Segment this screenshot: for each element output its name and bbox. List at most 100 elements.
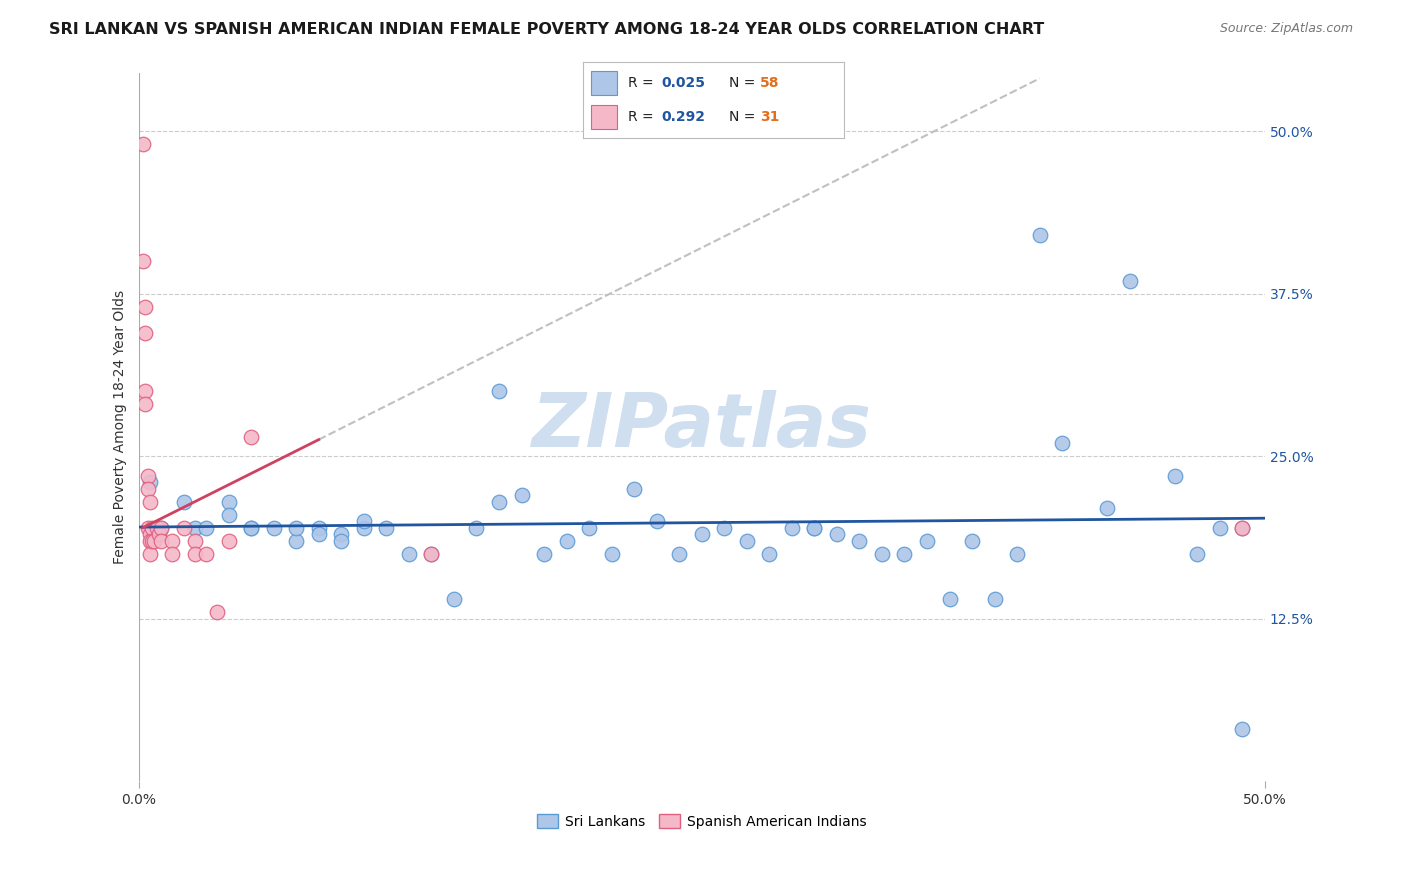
Point <box>488 494 510 508</box>
Text: N =: N = <box>730 110 759 124</box>
Point <box>218 494 240 508</box>
Text: 58: 58 <box>761 76 780 90</box>
Legend: Sri Lankans, Spanish American Indians: Sri Lankans, Spanish American Indians <box>531 808 872 834</box>
Text: R =: R = <box>627 76 658 90</box>
Point <box>308 521 330 535</box>
Point <box>195 547 218 561</box>
Point <box>420 547 443 561</box>
Point <box>735 533 758 548</box>
Point <box>195 521 218 535</box>
Point <box>330 527 353 541</box>
Point <box>510 488 533 502</box>
Point <box>139 533 162 548</box>
Point <box>600 547 623 561</box>
Point <box>148 527 170 541</box>
Point <box>330 533 353 548</box>
Point <box>141 521 163 535</box>
Point <box>983 592 1005 607</box>
Point <box>162 533 184 548</box>
Point <box>555 533 578 548</box>
Point <box>870 547 893 561</box>
Text: 0.025: 0.025 <box>662 76 706 90</box>
Text: R =: R = <box>627 110 658 124</box>
Point <box>139 475 162 490</box>
Point <box>240 521 263 535</box>
Point <box>1050 436 1073 450</box>
Text: N =: N = <box>730 76 759 90</box>
Point <box>218 533 240 548</box>
Point <box>136 521 159 535</box>
Point <box>825 527 848 541</box>
Point <box>285 521 308 535</box>
Point <box>134 326 156 340</box>
Point <box>353 514 375 528</box>
Bar <box>592 70 617 95</box>
Point <box>184 533 207 548</box>
Point <box>308 527 330 541</box>
Point <box>285 533 308 548</box>
Point <box>1097 501 1119 516</box>
Point <box>938 592 960 607</box>
Point <box>578 521 600 535</box>
Point <box>1232 722 1254 736</box>
Point <box>134 384 156 399</box>
Point <box>207 605 229 619</box>
Point <box>139 527 162 541</box>
Point <box>136 468 159 483</box>
Point <box>803 521 825 535</box>
Point <box>1232 521 1254 535</box>
Point <box>375 521 398 535</box>
Point <box>758 547 780 561</box>
Point <box>1187 547 1209 561</box>
Point <box>139 547 162 561</box>
Point <box>145 521 167 535</box>
Point <box>184 547 207 561</box>
Point <box>1119 274 1142 288</box>
Y-axis label: Female Poverty Among 18-24 Year Olds: Female Poverty Among 18-24 Year Olds <box>114 290 128 564</box>
Point <box>420 547 443 561</box>
Point <box>139 494 162 508</box>
Point <box>134 300 156 314</box>
Point <box>150 521 173 535</box>
Point <box>398 547 420 561</box>
Point <box>134 397 156 411</box>
Point <box>218 508 240 522</box>
Text: ZIPatlas: ZIPatlas <box>531 391 872 464</box>
Point <box>848 533 870 548</box>
Point <box>915 533 938 548</box>
Point <box>240 521 263 535</box>
Point <box>1209 521 1232 535</box>
Point <box>893 547 915 561</box>
Text: 31: 31 <box>761 110 780 124</box>
Point <box>132 254 155 268</box>
Point <box>162 547 184 561</box>
Point <box>803 521 825 535</box>
Text: 0.292: 0.292 <box>662 110 706 124</box>
Text: SRI LANKAN VS SPANISH AMERICAN INDIAN FEMALE POVERTY AMONG 18-24 YEAR OLDS CORRE: SRI LANKAN VS SPANISH AMERICAN INDIAN FE… <box>49 22 1045 37</box>
Point <box>1164 468 1187 483</box>
Point <box>136 482 159 496</box>
Point <box>173 494 195 508</box>
Point <box>1005 547 1028 561</box>
Point <box>143 533 166 548</box>
Point <box>173 521 195 535</box>
Point <box>690 527 713 541</box>
Point <box>960 533 983 548</box>
Point <box>668 547 690 561</box>
Point <box>150 521 173 535</box>
Text: Source: ZipAtlas.com: Source: ZipAtlas.com <box>1219 22 1353 36</box>
Point <box>240 430 263 444</box>
Point <box>533 547 555 561</box>
Point <box>1028 228 1050 243</box>
Point <box>488 384 510 399</box>
Point <box>443 592 465 607</box>
Point <box>150 533 173 548</box>
Point <box>645 514 668 528</box>
Point <box>132 137 155 152</box>
Point <box>713 521 735 535</box>
Point <box>263 521 285 535</box>
Point <box>353 521 375 535</box>
Point <box>1232 521 1254 535</box>
Point <box>141 533 163 548</box>
Bar <box>592 105 617 129</box>
